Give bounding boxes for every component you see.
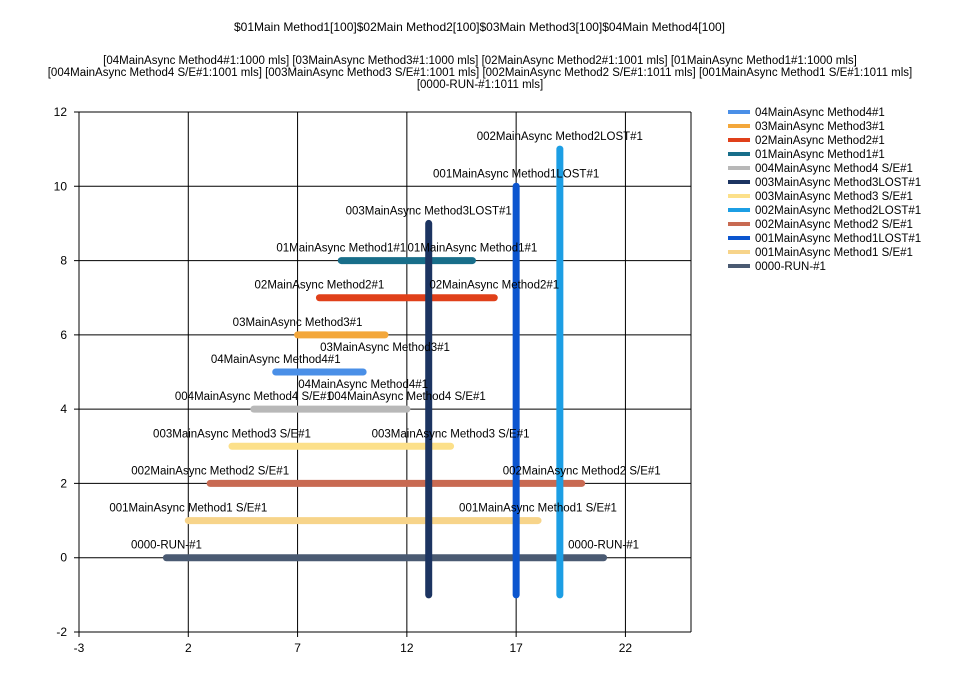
legend-item: 01MainAsync Method1#1 [728, 149, 885, 161]
subtitle-entry: [0000-RUN-#1:1011 mls] [416, 79, 544, 91]
y-tick-label: 12 [54, 105, 68, 119]
bar-end-label: 004MainAsync Method4 S/E#1 [328, 391, 486, 403]
bar-start-label: 003MainAsync Method3 S/E#1 [153, 428, 311, 440]
bar-start-label: 001MainAsync Method1 S/E#1 [109, 503, 267, 515]
x-tick-label: 12 [400, 641, 414, 655]
bar-end-label: 001MainAsync Method1LOST#1 [433, 168, 599, 180]
y-tick-label: 8 [60, 254, 67, 268]
y-tick-label: 4 [60, 402, 67, 416]
bar-start-label: 004MainAsync Method4 S/E#1 [175, 391, 333, 403]
bar-end-label: 02MainAsync Method2#1 [429, 280, 559, 292]
y-tick-label: -2 [56, 625, 67, 639]
bar-start-label: 01MainAsync Method1#1 [276, 243, 406, 255]
legend-item: 004MainAsync Method4 S/E#1 [728, 163, 913, 175]
bar-end-label: 003MainAsync Method3 S/E#1 [372, 428, 530, 440]
bar-end-label: 0000-RUN-#1 [568, 540, 639, 552]
bar-start-label: 04MainAsync Method4#1 [211, 354, 341, 366]
series-bars [162, 145, 608, 599]
legend-item: 03MainAsync Method3#1 [728, 121, 885, 133]
bar-end-label: 01MainAsync Method1#1 [408, 243, 538, 255]
subtitle-entry: [03MainAsync Method3#1:1000 mls] [292, 55, 479, 67]
bar-end-label: 002MainAsync Method2 S/E#1 [503, 465, 661, 477]
bar-end-label: 04MainAsync Method4#1 [298, 379, 428, 391]
x-tick-label: 17 [509, 641, 523, 655]
legend-item: 001MainAsync Method1LOST#1 [728, 233, 921, 245]
axis-ticks: -3 2 7 12 17 22 -2 0 2 4 6 8 10 12 [54, 105, 633, 655]
legend-label: 002MainAsync Method2 S/E#1 [755, 219, 913, 231]
legend-label: 003MainAsync Method3 S/E#1 [755, 191, 913, 203]
chart-subtitle: [04MainAsync Method4#1:1000 mls] [03Main… [20, 55, 940, 91]
legend-label: 01MainAsync Method1#1 [755, 149, 885, 161]
bar-start-label: 03MainAsync Method3#1 [233, 317, 363, 329]
legend-label: 0000-RUN-#1 [755, 261, 826, 273]
legend-label: 04MainAsync Method4#1 [755, 107, 885, 119]
legend-item: 003MainAsync Method3LOST#1 [728, 177, 921, 189]
x-tick-label: -3 [74, 641, 85, 655]
subtitle-entry: [001MainAsync Method1 S/E#1:1011 mls] [698, 67, 913, 79]
legend-item: 001MainAsync Method1 S/E#1 [728, 247, 913, 259]
legend-item: 04MainAsync Method4#1 [728, 107, 885, 119]
subtitle-entry: [003MainAsync Method3 S/E#1:1001 mls] [265, 67, 480, 79]
y-tick-label: 0 [60, 551, 67, 565]
subtitle-entry: [004MainAsync Method4 S/E#1:1001 mls] [47, 67, 262, 79]
legend-label: 002MainAsync Method2LOST#1 [755, 205, 921, 217]
chart-title: $01Main Method1[100]$02Main Method2[100]… [233, 20, 725, 34]
legend-label: 02MainAsync Method2#1 [755, 135, 885, 147]
bar-end-label: 03MainAsync Method3#1 [320, 342, 450, 354]
x-tick-label: 22 [619, 641, 633, 655]
legend-label: 001MainAsync Method1 S/E#1 [755, 247, 913, 259]
subtitle-entry: [002MainAsync Method2 S/E#1:1011 mls] [482, 67, 696, 79]
x-tick-label: 7 [294, 641, 301, 655]
bar-labels: 04MainAsync Method4#1 04MainAsync Method4… [109, 131, 660, 552]
legend-item: 0000-RUN-#1 [728, 261, 826, 273]
bar-start-label: 002MainAsync Method2 S/E#1 [131, 465, 289, 477]
subtitle-entry: [01MainAsync Method1#1:1000 mls] [670, 55, 857, 67]
legend-label: 03MainAsync Method3#1 [755, 121, 885, 133]
subtitle-entry: [04MainAsync Method4#1:1000 mls] [103, 55, 290, 67]
legend: 04MainAsync Method4#1 03MainAsync Method3… [728, 107, 921, 273]
subtitle-entry: [02MainAsync Method2#1:1001 mls] [481, 55, 668, 67]
legend-label: 004MainAsync Method4 S/E#1 [755, 163, 913, 175]
legend-label: 001MainAsync Method1LOST#1 [755, 233, 921, 245]
legend-label: 003MainAsync Method3LOST#1 [755, 177, 921, 189]
bar-end-label: 001MainAsync Method1 S/E#1 [459, 503, 617, 515]
bar-start-label: 02MainAsync Method2#1 [255, 280, 385, 292]
y-tick-label: 10 [54, 179, 68, 193]
legend-item: 02MainAsync Method2#1 [728, 135, 885, 147]
legend-item: 002MainAsync Method2LOST#1 [728, 205, 921, 217]
x-tick-label: 2 [185, 641, 192, 655]
y-tick-label: 6 [60, 328, 67, 342]
bar-start-label: 0000-RUN-#1 [131, 540, 202, 552]
bar-end-label: 003MainAsync Method3LOST#1 [346, 205, 512, 217]
legend-item: 003MainAsync Method3 S/E#1 [728, 191, 913, 203]
bar-end-label: 002MainAsync Method2LOST#1 [477, 131, 643, 143]
y-tick-label: 2 [60, 476, 67, 490]
legend-item: 002MainAsync Method2 S/E#1 [728, 219, 913, 231]
